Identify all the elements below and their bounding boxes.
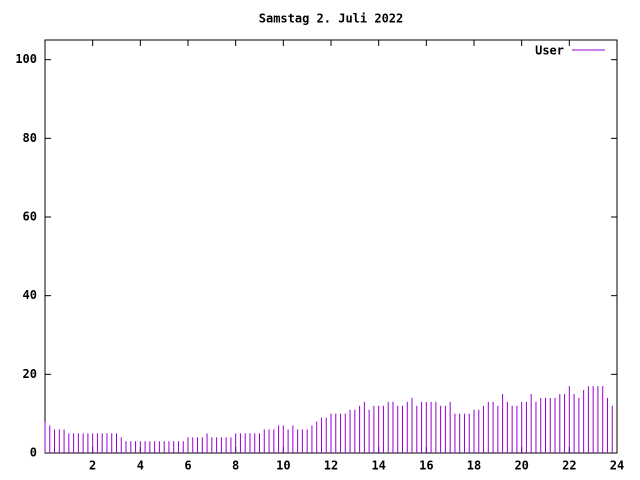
x-tick-label: 14 xyxy=(371,459,385,473)
x-tick-label: 8 xyxy=(232,459,239,473)
y-tick-label: 40 xyxy=(23,288,37,302)
y-tick-label: 100 xyxy=(15,52,37,66)
legend-label: User xyxy=(535,44,564,58)
y-tick-label: 20 xyxy=(23,367,37,381)
chart-title: Samstag 2. Juli 2022 xyxy=(259,12,404,26)
x-tick-label: 4 xyxy=(137,459,144,473)
y-tick-label: 0 xyxy=(30,446,37,460)
x-tick-label: 22 xyxy=(562,459,576,473)
x-tick-label: 18 xyxy=(467,459,481,473)
x-tick-label: 6 xyxy=(184,459,191,473)
y-tick-label: 60 xyxy=(23,210,37,224)
y-tick-label: 80 xyxy=(23,131,37,145)
x-tick-label: 20 xyxy=(514,459,528,473)
x-tick-label: 12 xyxy=(324,459,338,473)
x-tick-label: 2 xyxy=(89,459,96,473)
x-tick-label: 10 xyxy=(276,459,290,473)
x-tick-label: 16 xyxy=(419,459,433,473)
x-tick-label: 24 xyxy=(610,459,624,473)
